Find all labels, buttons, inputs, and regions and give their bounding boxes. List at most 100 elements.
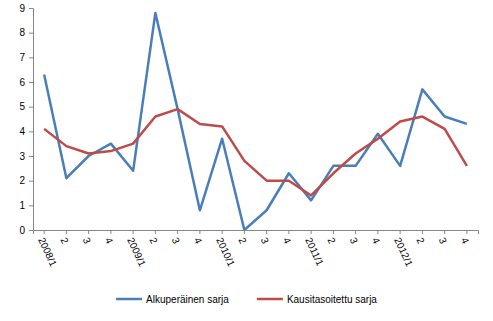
x-tick-label: 3 (348, 236, 361, 246)
x-tick-mark (444, 230, 445, 234)
y-tick-label: 5 (19, 101, 25, 112)
y-tick-mark (29, 131, 33, 132)
x-tick-mark (44, 230, 45, 234)
x-tick-label: 2 (58, 236, 71, 246)
x-tick-label: 3 (259, 236, 272, 246)
x-tick-mark (133, 230, 134, 234)
x-tick-mark (333, 230, 334, 234)
x-tick: 2 (414, 230, 427, 246)
x-tick: 2 (236, 230, 249, 246)
x-tick: 3 (437, 230, 450, 246)
x-tick-label: 4 (370, 236, 383, 246)
x-tick: 2011/1 (303, 230, 326, 268)
y-tick: 5 (19, 101, 33, 112)
y-tick: 1 (19, 200, 33, 211)
y-tick-label: 0 (19, 225, 25, 236)
y-tick-mark (29, 33, 33, 34)
y-tick-label: 7 (19, 52, 25, 63)
x-tick-mark (177, 230, 178, 234)
x-tick: 2 (147, 230, 160, 246)
x-tick: 2012/1 (392, 230, 415, 268)
x-tick-label: 2012/1 (392, 236, 415, 269)
x-axis-line (34, 231, 479, 235)
y-axis: 0 1 2 3 4 5 6 7 8 9 (19, 3, 33, 236)
x-tick: 2 (58, 230, 71, 246)
x-tick-mark (266, 230, 267, 234)
x-tick: 3 (259, 230, 272, 246)
legend-swatch (116, 298, 142, 301)
y-tick-mark (29, 107, 33, 108)
series-line (44, 109, 467, 195)
x-tick-mark (155, 230, 156, 234)
x-tick-label: 4 (103, 236, 116, 246)
x-tick-mark (355, 230, 356, 234)
y-tick: 7 (19, 52, 33, 63)
x-tick-label: 2 (147, 236, 160, 246)
x-tick: 2 (325, 230, 338, 246)
y-tick-mark (29, 57, 33, 58)
x-tick-mark (466, 230, 467, 234)
x-tick: 3 (348, 230, 361, 246)
x-tick-label: 3 (437, 236, 450, 246)
x-axis: 2008/12342009/12342010/12342011/12342012… (34, 230, 479, 268)
x-tick-label: 3 (170, 236, 183, 246)
x-tick: 3 (81, 230, 94, 246)
y-tick: 8 (19, 27, 33, 38)
x-tick: 4 (459, 230, 472, 246)
x-tick-mark (400, 230, 401, 234)
x-tick-label: 4 (192, 236, 205, 246)
x-tick-mark (288, 230, 289, 234)
x-tick-label: 2009/1 (125, 236, 148, 269)
x-tick-mark (422, 230, 423, 234)
y-tick: 6 (19, 77, 33, 88)
y-tick: 9 (19, 3, 33, 14)
x-tick-label: 4 (459, 236, 472, 246)
y-tick-mark (29, 156, 33, 157)
y-tick-mark (29, 181, 33, 182)
legend-swatch (257, 298, 283, 301)
x-tick-mark (199, 230, 200, 234)
y-tick: 4 (19, 126, 33, 137)
x-tick-mark (88, 230, 89, 234)
x-tick-label: 2008/1 (36, 236, 59, 269)
x-tick: 2010/1 (214, 230, 237, 268)
y-tick: 3 (19, 151, 33, 162)
legend-item: Kausitasoitettu sarja (257, 294, 377, 305)
x-tick-label: 2010/1 (214, 236, 237, 269)
x-tick-mark (110, 230, 111, 234)
x-tick: 2009/1 (125, 230, 148, 268)
x-tick: 3 (170, 230, 183, 246)
y-tick-label: 2 (19, 175, 25, 186)
y-tick-label: 3 (19, 151, 25, 162)
y-tick-mark (29, 230, 33, 231)
legend-label: Kausitasoitettu sarja (287, 294, 377, 305)
x-tick-mark (244, 230, 245, 234)
y-axis-line (29, 9, 34, 231)
y-tick: 2 (19, 175, 33, 186)
y-tick: 0 (19, 225, 33, 236)
x-tick-label: 4 (281, 236, 294, 246)
x-tick: 4 (370, 230, 383, 246)
y-tick-mark (29, 8, 33, 9)
y-tick-label: 4 (19, 126, 25, 137)
x-tick-mark (222, 230, 223, 234)
y-tick-label: 9 (19, 3, 25, 14)
y-tick-mark (29, 82, 33, 83)
chart: 01234567892008/12342009/12342010/1234201… (0, 0, 493, 321)
y-tick-label: 1 (19, 200, 25, 211)
y-tick-label: 6 (19, 77, 25, 88)
x-tick: 4 (103, 230, 116, 246)
plot-area (44, 13, 467, 230)
legend-label: Alkuperäinen sarja (146, 294, 229, 305)
y-tick-label: 8 (19, 27, 25, 38)
x-tick-mark (66, 230, 67, 234)
legend: Alkuperäinen sarja Kausitasoitettu sarja (116, 294, 377, 305)
x-tick-mark (311, 230, 312, 234)
x-tick-label: 2 (325, 236, 338, 246)
y-tick-mark (29, 205, 33, 206)
x-tick: 4 (281, 230, 294, 246)
legend-item: Alkuperäinen sarja (116, 294, 229, 305)
x-tick: 4 (192, 230, 205, 246)
x-tick-label: 3 (81, 236, 94, 246)
x-tick-label: 2011/1 (303, 236, 326, 268)
